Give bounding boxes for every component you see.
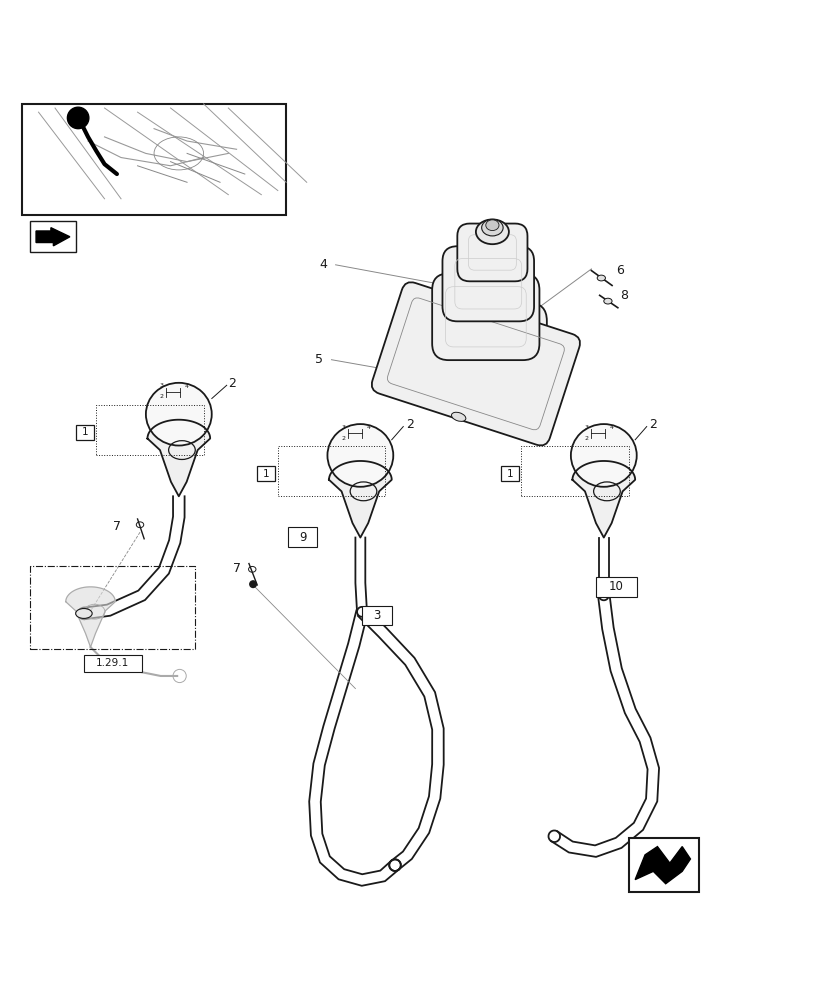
Circle shape [67,107,88,129]
Bar [595,577,636,597]
Ellipse shape [451,412,466,421]
Text: 3: 3 [584,425,588,430]
Text: 7: 7 [112,520,121,533]
Text: 3: 3 [373,609,380,622]
Text: 2: 2 [584,436,588,441]
Bar [278,446,385,496]
Bar [84,655,141,672]
Bar [31,566,195,649]
Ellipse shape [476,219,509,244]
FancyBboxPatch shape [371,282,580,445]
Bar [22,104,286,215]
Text: 7: 7 [232,562,241,575]
Circle shape [250,581,256,587]
Ellipse shape [570,424,636,487]
Polygon shape [571,461,634,538]
FancyBboxPatch shape [457,224,527,281]
Bar [96,405,203,455]
Text: 2: 2 [405,418,414,431]
Ellipse shape [146,383,212,446]
Ellipse shape [485,220,499,231]
Polygon shape [634,847,690,884]
Text: 8: 8 [619,289,628,302]
Polygon shape [65,587,115,647]
Text: 3: 3 [160,383,164,388]
Text: 4: 4 [366,425,370,430]
Polygon shape [328,461,391,538]
Ellipse shape [327,424,393,487]
Ellipse shape [603,298,611,304]
Polygon shape [36,228,69,246]
Text: 2: 2 [228,377,236,390]
Ellipse shape [485,306,500,315]
Text: 4: 4 [319,258,327,271]
Text: 2: 2 [648,418,657,431]
Text: 1: 1 [506,469,513,479]
Text: 1: 1 [81,427,88,437]
Text: 2: 2 [160,394,164,399]
FancyBboxPatch shape [421,303,546,403]
Text: 9: 9 [299,531,306,544]
Bar [361,606,391,625]
Text: 5: 5 [315,353,323,366]
Bar [75,425,93,440]
Bar [288,527,317,547]
FancyBboxPatch shape [442,246,533,321]
Bar [521,446,628,496]
Text: 10: 10 [608,580,623,593]
Text: 1.29.1: 1.29.1 [96,658,129,668]
Ellipse shape [596,275,605,281]
Text: 4: 4 [184,384,189,389]
Text: 2: 2 [341,436,345,441]
Text: 6: 6 [615,264,624,277]
Text: 4: 4 [609,425,613,430]
Ellipse shape [75,609,92,618]
Bar [31,221,75,252]
Ellipse shape [481,219,503,236]
Text: 3: 3 [341,425,345,430]
Bar [500,466,519,481]
Bar [257,466,275,481]
FancyBboxPatch shape [432,273,538,360]
Polygon shape [147,420,210,496]
Bar [628,838,698,892]
Text: 1: 1 [263,469,270,479]
